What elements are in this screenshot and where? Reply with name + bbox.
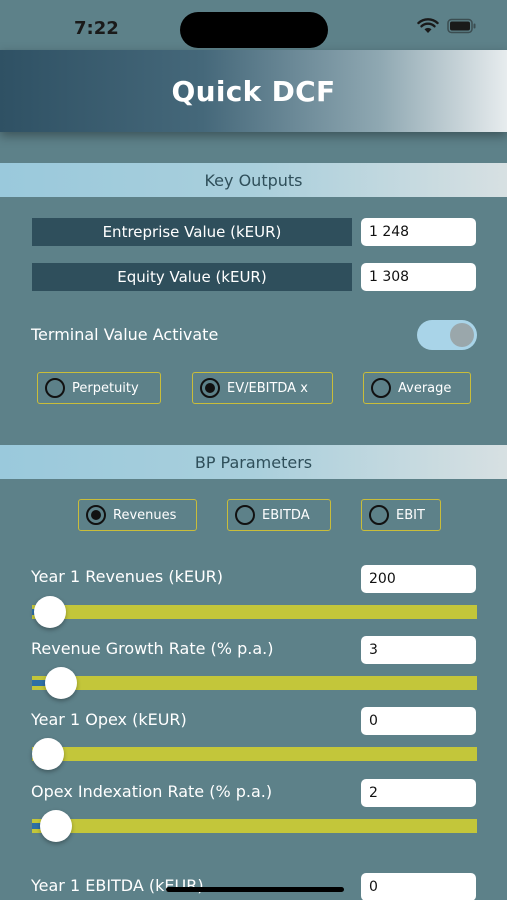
opex-indexation-label: Opex Indexation Rate (% p.a.) <box>31 782 273 801</box>
slider-thumb[interactable] <box>33 596 66 628</box>
terminal-value-label: Terminal Value Activate <box>31 325 219 344</box>
year1-ebitda-label: Year 1 EBITDA (kEUR) <box>31 876 204 895</box>
battery-icon <box>447 18 476 34</box>
tv-option-perpetuity[interactable]: Perpetuity <box>37 372 161 404</box>
terminal-value-toggle[interactable] <box>417 320 477 350</box>
radio-selected-icon <box>86 505 106 525</box>
slider-thumb[interactable] <box>44 667 77 699</box>
page-title: Quick DCF <box>171 74 336 108</box>
year1-opex-field[interactable]: 0 <box>361 707 476 735</box>
status-bar: 7:22 <box>0 0 507 56</box>
basis-option-revenues[interactable]: Revenues <box>78 499 197 531</box>
opex-indexation-field[interactable]: 2 <box>361 779 476 807</box>
bp-parameters-section-header: BP Parameters <box>0 445 507 479</box>
bp-parameters-title: BP Parameters <box>194 452 313 472</box>
tv-option-average[interactable]: Average <box>363 372 471 404</box>
basis-option-label: EBITDA <box>262 507 310 523</box>
status-time: 7:22 <box>74 18 119 39</box>
key-outputs-section-header: Key Outputs <box>0 163 507 197</box>
revenue-growth-label: Revenue Growth Rate (% p.a.) <box>31 639 274 658</box>
wifi-icon <box>417 18 439 33</box>
enterprise-value-field[interactable]: 1 248 <box>361 218 476 246</box>
equity-value-label: Equity Value (kEUR) <box>32 263 352 291</box>
home-indicator[interactable] <box>166 887 344 892</box>
year1-opex-label: Year 1 Opex (kEUR) <box>31 710 187 729</box>
tv-option-label: Average <box>398 380 452 396</box>
tv-option-ev-ebitda[interactable]: EV/EBITDA x <box>192 372 333 404</box>
basis-option-ebitda[interactable]: EBITDA <box>227 499 331 531</box>
dynamic-island <box>180 12 328 48</box>
status-icons <box>417 18 477 34</box>
enterprise-value-label: Entreprise Value (kEUR) <box>32 218 352 246</box>
radio-circle-icon <box>235 505 255 525</box>
radio-selected-icon <box>200 378 220 398</box>
revenue-growth-slider[interactable] <box>32 667 477 699</box>
slider-thumb[interactable] <box>40 810 73 842</box>
year1-ebitda-field[interactable]: 0 <box>361 873 476 900</box>
basis-option-label: Revenues <box>113 507 177 523</box>
revenue-growth-field[interactable]: 3 <box>361 636 476 664</box>
key-outputs-title: Key Outputs <box>204 170 303 190</box>
toggle-knob <box>450 323 474 347</box>
radio-circle-icon <box>369 505 389 525</box>
radio-dot <box>91 510 101 520</box>
app-header: Quick DCF <box>0 50 507 132</box>
basis-option-label: EBIT <box>396 507 425 523</box>
basis-option-ebit[interactable]: EBIT <box>361 499 441 531</box>
year1-revenues-field[interactable]: 200 <box>361 565 476 593</box>
year1-opex-slider[interactable] <box>32 738 477 770</box>
radio-circle-icon <box>371 378 391 398</box>
year1-revenues-label: Year 1 Revenues (kEUR) <box>31 567 224 586</box>
slider-thumb[interactable] <box>32 738 64 770</box>
equity-value-field[interactable]: 1 308 <box>361 263 476 291</box>
radio-dot <box>205 383 215 393</box>
tv-option-label: EV/EBITDA x <box>227 380 308 396</box>
radio-circle-icon <box>45 378 65 398</box>
tv-option-label: Perpetuity <box>72 380 139 396</box>
year1-revenues-slider[interactable] <box>32 596 477 628</box>
opex-indexation-slider[interactable] <box>32 810 477 842</box>
